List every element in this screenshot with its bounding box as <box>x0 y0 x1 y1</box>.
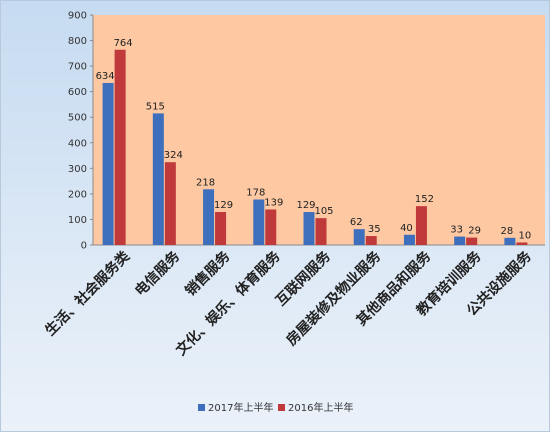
bars <box>102 49 528 245</box>
bar-series2 <box>164 162 176 245</box>
y-tick-label: 600 <box>68 87 87 98</box>
data-label: 129 <box>296 200 315 211</box>
data-label: 28 <box>501 226 514 237</box>
bar-series1 <box>403 234 415 245</box>
bar-series2 <box>114 49 126 245</box>
data-label: 515 <box>146 101 165 112</box>
bar-series1 <box>253 199 265 245</box>
legend: 2017年上半年 2016年上半年 <box>198 401 353 414</box>
data-label: 152 <box>415 194 434 205</box>
data-label: 40 <box>400 223 413 234</box>
bar-series1 <box>303 212 315 245</box>
legend-swatch <box>278 404 285 411</box>
data-label: 33 <box>450 225 463 236</box>
category-label: 生活、社会服务类 <box>42 247 134 339</box>
data-label: 105 <box>314 206 333 217</box>
y-tick-labels: 0 100 200 300 400 500 600 700 800 900 <box>68 11 93 252</box>
legend-swatch <box>198 404 205 411</box>
bar-series1 <box>353 229 365 245</box>
category-label: 销售服务 <box>182 247 234 299</box>
bar-series1 <box>102 82 114 245</box>
bar-series1 <box>504 237 516 245</box>
data-label: 324 <box>164 150 183 161</box>
legend-label: 2016年上半年 <box>288 401 353 414</box>
y-tick-label: 800 <box>68 36 87 47</box>
data-label: 29 <box>468 226 481 237</box>
bar-series1 <box>454 236 466 245</box>
data-label: 178 <box>246 188 265 199</box>
y-tick-label: 0 <box>81 241 87 252</box>
y-tick-label: 200 <box>68 189 87 200</box>
y-tick-label: 100 <box>68 215 87 226</box>
bar-series1 <box>203 189 215 245</box>
category-label: 房屋装修及物业服务 <box>283 247 385 349</box>
data-label: 764 <box>114 38 133 49</box>
data-label: 10 <box>519 230 532 241</box>
bar-series1 <box>152 113 164 245</box>
bar-series2 <box>516 242 528 245</box>
bar-series2 <box>215 212 227 245</box>
y-tick-label: 400 <box>68 138 87 149</box>
bar-series2 <box>365 236 377 245</box>
y-tick-label: 900 <box>68 11 87 22</box>
data-label: 35 <box>368 224 381 235</box>
bar-series2 <box>265 209 277 245</box>
data-label: 129 <box>214 200 233 211</box>
bar-series2 <box>415 206 427 245</box>
data-label: 62 <box>350 217 363 228</box>
y-tick-label: 300 <box>68 164 87 175</box>
data-label: 139 <box>264 197 283 208</box>
bar-series2 <box>466 237 478 245</box>
category-label: 电信服务 <box>132 247 184 299</box>
data-label: 634 <box>96 71 115 82</box>
y-tick-label: 500 <box>68 113 87 124</box>
y-tick-label: 700 <box>68 62 87 73</box>
data-label: 218 <box>196 177 215 188</box>
bar-series2 <box>315 218 327 245</box>
legend-label: 2017年上半年 <box>208 401 273 414</box>
category-labels: 生活、社会服务类 电信服务 销售服务文化、娱乐、体育服务互联网服务房屋装修及物业服务… <box>42 247 536 359</box>
